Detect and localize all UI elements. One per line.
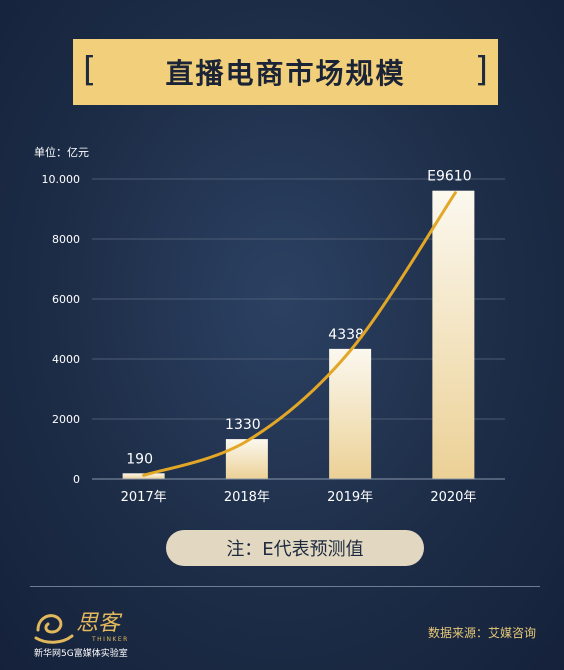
logo-subtext: THINKER: [91, 636, 129, 643]
x-tick-label: 2020年: [430, 490, 476, 505]
forecast-note: 注：E代表预测值: [166, 530, 424, 566]
logo-caption: 新华网5G富媒体实验室: [34, 649, 128, 659]
y-tick-label: 4000: [52, 353, 80, 366]
logo-emblem-icon: [34, 614, 74, 644]
unit-label: 单位：亿元: [34, 145, 89, 159]
y-tick-label: 0: [73, 473, 80, 486]
bar: [329, 348, 372, 479]
y-tick-label: 10.000: [42, 173, 81, 186]
thinker-logo: 思客 THINKER: [34, 611, 129, 644]
y-tick-label: 6000: [52, 293, 80, 306]
chart-title: 直播电商市场规模: [165, 57, 406, 90]
x-tick-label: 2018年: [224, 490, 270, 505]
data-label: 190: [126, 451, 153, 467]
y-tick-label: 8000: [52, 233, 80, 246]
y-tick-label: 2000: [52, 413, 80, 426]
footer-divider: [30, 586, 540, 587]
data-label: E9610: [427, 169, 471, 185]
x-tick-label: 2019年: [327, 490, 373, 505]
trend-line: [142, 191, 457, 477]
bar-chart: 单位：亿元 0 2000 4000 6000 8000 10.000 190 2017年 1330…: [34, 145, 505, 505]
x-tick-label: 2017年: [121, 490, 167, 505]
data-label: 1330: [225, 417, 261, 433]
logo-wordmark: 思客: [76, 611, 123, 636]
title-banner: [ 直播电商市场规模 ]: [73, 39, 498, 105]
bar: [432, 190, 475, 479]
title-bracket-right: ]: [474, 50, 488, 90]
data-source: 数据来源：艾媒咨询: [427, 626, 536, 640]
bar: [225, 439, 268, 479]
data-label: 4338: [328, 327, 364, 343]
title-bracket-left: [: [83, 50, 97, 90]
